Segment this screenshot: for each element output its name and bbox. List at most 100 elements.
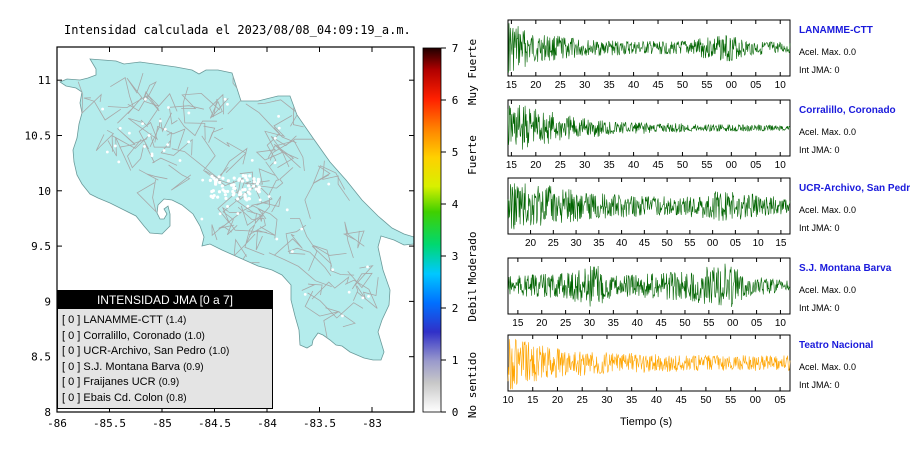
road [289,218,318,272]
seismogram-xtick-label: 10 [753,238,765,249]
legend-item-bracket: [ 0 ] [62,329,81,342]
seismogram-panel: 15 20 25 30 35 40 45 50 55 00 05 10 [506,19,791,91]
seismogram-xtick-label: 15 [775,238,787,249]
seismogram-xtick-label: 40 [628,160,640,171]
road [203,125,224,143]
seismogram-xtick-label: 15 [512,318,524,329]
road [127,94,160,112]
seismogram-xtick-label: 25 [548,238,560,249]
seismogram-xtick-label: 45 [639,238,651,249]
seismogram-xtick-label: 50 [662,238,674,249]
town-dot [277,126,281,130]
town-dot [178,159,182,162]
town-dot [233,186,237,190]
seismogram-xtick-label: 30 [571,238,583,249]
town-dot [250,158,254,162]
legend-item-name: Fraijanes UCR [83,376,156,388]
town-dot [217,190,222,194]
seismogram-xtick-label: 00 [750,395,762,406]
seismogram-trace [507,338,791,390]
seismogram-trace [507,104,791,150]
legend-item-bracket: [ 0 ] [62,376,81,388]
town-dot [347,290,351,294]
seismogram-xtick-label: 05 [751,318,763,329]
legend-item-name: LANAMME-CTT [83,314,163,326]
road [285,224,307,255]
seismogram-xtick-label: 35 [593,238,605,249]
station-int-jma: Int JMA: 0 [799,223,840,233]
colorbar-level-label: Moderado [466,232,479,285]
seismogram-xtick-label: 45 [652,80,664,91]
town-dot [245,198,249,202]
town-dot [255,182,260,186]
road [110,76,134,124]
colorbar-tick-label: 7 [452,42,459,55]
seismogram-xtick-label: 00 [727,318,739,329]
seismogram-xtick-label: 40 [651,395,663,406]
legend-item-bracket: [ 0 ] [62,345,81,357]
road [312,165,346,190]
town-dot [163,127,167,131]
town-dot [247,184,251,188]
map-xtick-label: -84 [257,417,277,430]
map-xtick-label: -84.5 [198,417,231,430]
town-dot [246,204,250,208]
town-dot [158,119,162,123]
seismogram-xtick-label: 40 [632,318,644,329]
map-ytick-label: 9.5 [31,240,51,253]
seismogram-xtick-label: 55 [684,238,696,249]
colorbar-tick-label: 1 [452,354,459,367]
road [257,208,278,239]
seismogram-xtick-label: 20 [525,238,537,249]
seismogram-xtick-label: 25 [555,160,567,171]
seismogram-xtick-label: 55 [703,318,715,329]
town-dot [240,179,245,183]
seismogram-xtick-label: 25 [577,395,589,406]
road [111,133,152,152]
seismogram-xtick-label: 30 [584,318,596,329]
road [182,86,206,140]
road [245,103,297,144]
town-dot [290,250,294,253]
road [217,191,238,224]
town-dot [366,265,369,269]
map-xtick-label: -83.5 [303,417,336,430]
road [168,164,192,191]
legend-item-bracket: [ 0 ] [62,391,81,404]
town-dot [128,131,131,135]
map-ytick-label: 8.5 [31,351,51,364]
seismogram-xtick-label: 10 [775,160,787,171]
legend-item-bracket: [ 0 ] [62,314,81,326]
road [255,149,299,161]
town-dot [232,176,236,180]
seismogram-xtick-label: 20 [530,160,542,171]
station-accel-max: Acel. Max. 0.0 [799,47,857,57]
road [171,148,229,179]
seismogram-xtick-label: 10 [775,318,787,329]
map-ytick-label: 11 [38,74,51,87]
town-dot [300,227,304,231]
town-dot [224,196,228,200]
road [274,234,303,256]
colorbar-tick-label: 2 [452,302,459,315]
road [150,131,172,148]
map-ytick-label: 9 [44,295,51,308]
town-dot [226,189,230,194]
map-x-axis: -86 -85.5 -85 -84.5 -84 -83.5 -83 [47,47,382,430]
seismogram-xtick-label: 50 [677,80,689,91]
town-dot [252,177,256,181]
town-dot [248,174,252,178]
road [243,205,264,222]
road [209,98,229,119]
town-dot [252,184,256,188]
road [267,140,305,171]
seismogram-xtick-label: 05 [750,160,762,171]
road [252,182,282,213]
colorbar-level-label: No sentido [466,352,479,418]
legend-item-name: Ebais Cd. Colon [83,391,163,404]
road [307,292,364,319]
legend-item-value: (1.0) [208,346,230,357]
map-y-axis: 11 10.5 10 9.5 9 8.5 8 [25,74,414,419]
seismogram-xtick-label: 35 [608,318,620,329]
road [311,245,355,276]
